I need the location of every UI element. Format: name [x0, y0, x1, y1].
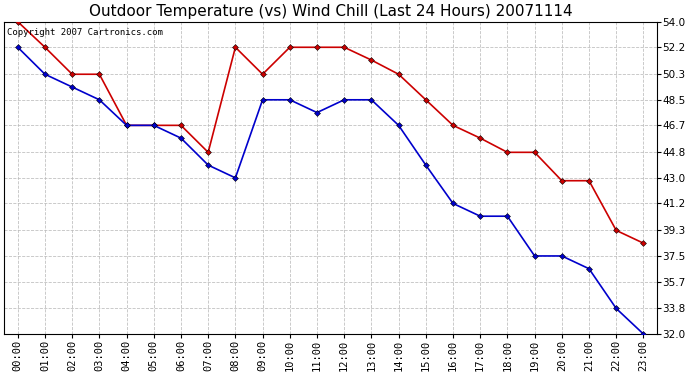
Title: Outdoor Temperature (vs) Wind Chill (Last 24 Hours) 20071114: Outdoor Temperature (vs) Wind Chill (Las… [89, 4, 573, 19]
Text: Copyright 2007 Cartronics.com: Copyright 2007 Cartronics.com [8, 28, 164, 37]
